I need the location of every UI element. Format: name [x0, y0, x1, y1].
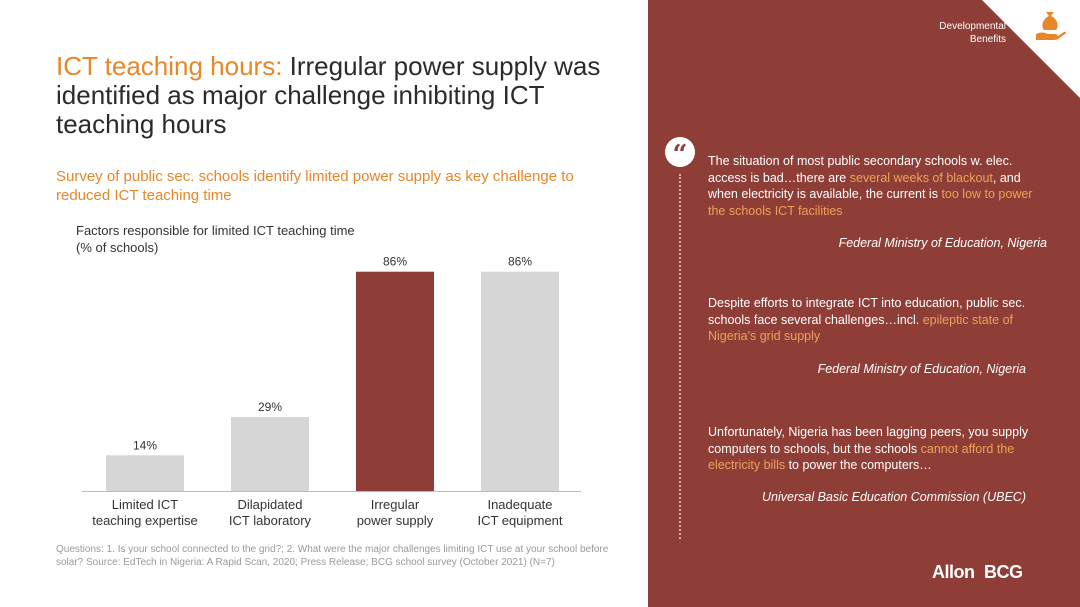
category-label-0-0: Limited ICT	[112, 497, 179, 512]
bcg-logo: BCG	[984, 562, 1023, 582]
quote-2: Despite efforts to integrate ICT into ed…	[708, 296, 1026, 343]
developmental-benefits-tag: Developmental Benefits	[939, 20, 1006, 46]
page-title: ICT teaching hours: Irregular power supp…	[56, 52, 636, 139]
corner-fold	[982, 0, 1080, 98]
category-label-3-0: Inadequate	[487, 497, 552, 512]
quote-1: The situation of most public secondary s…	[708, 154, 1033, 218]
data-label-2: 86%	[383, 255, 407, 269]
chart-label: Factors responsible for limited ICT teac…	[76, 222, 396, 256]
quote-mark-icon: “	[665, 137, 695, 170]
bar-2	[356, 271, 434, 491]
title-accent: ICT teaching hours:	[56, 51, 283, 81]
data-label-0: 14%	[133, 438, 157, 452]
quotes-panel: Developmental Benefits “ The situation o…	[648, 0, 1080, 607]
quote-3-source: Universal Basic Education Commission (UB…	[762, 490, 1026, 504]
category-label-2-0: Irregular	[371, 497, 420, 512]
category-label-1-0: Dilapidated	[237, 497, 302, 512]
allon-logo: Allon	[932, 562, 975, 582]
tag-line-2: Benefits	[969, 34, 1006, 45]
bar-1	[231, 417, 309, 491]
category-label-0-1: teaching expertise	[92, 513, 198, 528]
hand-money-bag-icon	[1036, 12, 1067, 40]
chart-label-title: Factors responsible for limited ICT teac…	[76, 223, 355, 238]
page-subtitle: Survey of public sec. schools identify l…	[56, 168, 574, 204]
chart-label-unit: (% of schools)	[76, 240, 159, 255]
data-label-3: 86%	[508, 255, 532, 269]
quote-3: Unfortunately, Nigeria has been lagging …	[708, 425, 1029, 472]
dotted-divider	[679, 174, 681, 539]
data-label-1: 29%	[258, 400, 282, 414]
category-label-1-1: ICT laboratory	[229, 513, 312, 528]
quote-2-source: Federal Ministry of Education, Nigeria	[817, 362, 1026, 376]
footnote: Questions: 1. Is your school connected t…	[56, 544, 609, 568]
category-label-2-1: power supply	[357, 513, 434, 528]
tag-line-1: Developmental	[939, 21, 1006, 32]
category-label-3-1: ICT equipment	[477, 513, 562, 528]
title-rest: Irregular power supply was identified as…	[56, 51, 601, 139]
quote-1-source: Federal Ministry of Education, Nigeria	[838, 236, 1047, 250]
bar-0	[106, 455, 184, 491]
bar-3	[481, 271, 559, 491]
